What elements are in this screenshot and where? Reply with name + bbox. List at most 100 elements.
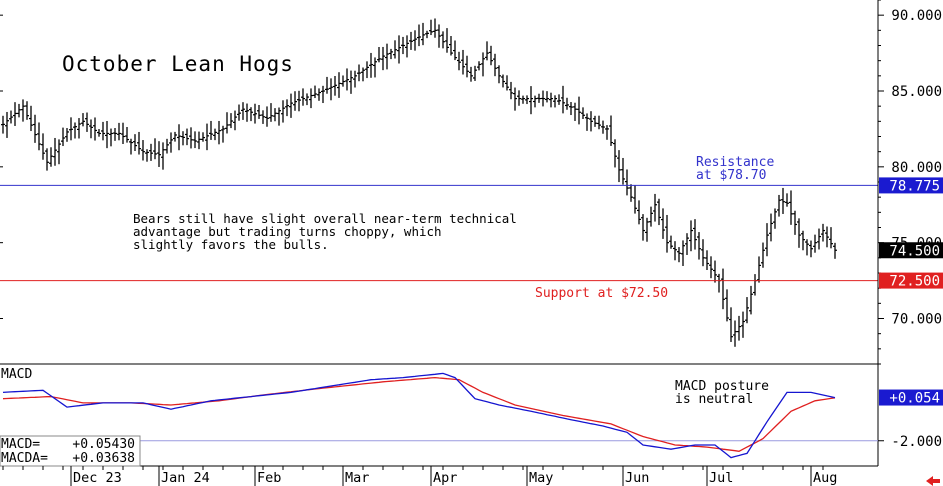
price-bar <box>13 102 17 126</box>
price-bar <box>405 35 409 58</box>
price-bar <box>365 61 369 79</box>
price-bar <box>441 31 445 49</box>
price-bar <box>173 131 177 142</box>
price-bar <box>397 35 401 64</box>
price-bar <box>301 88 305 106</box>
price-bar <box>101 121 105 141</box>
price-bar <box>337 72 341 98</box>
price-bar <box>625 169 629 196</box>
x-tick-label: Jun <box>625 470 649 486</box>
price-bar <box>9 110 13 124</box>
price-bar <box>817 228 821 250</box>
x-tick-label: Apr <box>433 470 457 486</box>
price-bar <box>713 260 717 283</box>
price-bar <box>205 123 209 151</box>
price-bar <box>661 208 665 239</box>
price-bar <box>105 120 109 149</box>
price-bar <box>73 122 77 139</box>
price-bar <box>557 94 561 105</box>
price-bar <box>149 143 153 161</box>
price-bar <box>541 90 545 107</box>
price-bar <box>369 52 373 78</box>
price-bar <box>609 115 613 146</box>
price-bar <box>93 117 97 141</box>
price-bar <box>533 95 537 108</box>
price-bar <box>229 113 233 129</box>
price-bar <box>185 128 189 146</box>
price-bar <box>729 307 733 342</box>
price-bar <box>809 240 813 258</box>
price-bar <box>313 85 317 99</box>
price-bar <box>421 22 425 46</box>
price-bar <box>593 115 597 127</box>
x-tick-label: Jul <box>709 470 733 486</box>
price-bar <box>577 96 581 125</box>
price-bar <box>801 230 805 251</box>
price-bar <box>633 185 637 214</box>
x-tick-label: Feb <box>257 470 281 486</box>
price-bar <box>209 120 213 140</box>
price-bar <box>213 128 217 141</box>
price-bar <box>321 85 325 104</box>
macd-note-line-1: MACD posture <box>675 379 769 394</box>
price-bar <box>553 95 557 108</box>
price-bar <box>705 250 709 271</box>
price-bar <box>605 125 609 140</box>
price-bar <box>61 127 65 147</box>
price-bar <box>781 187 785 214</box>
price-bar <box>413 30 417 51</box>
price-bar <box>617 150 621 183</box>
price-bar <box>473 65 477 81</box>
price-bar <box>189 127 193 149</box>
macd-series-line <box>2 372 836 459</box>
price-bar <box>737 315 741 341</box>
macda-readout-value: +0.03638 <box>72 451 135 466</box>
price-bar <box>597 115 601 130</box>
price-bar <box>197 131 201 150</box>
price-gridlines <box>0 184 878 282</box>
scroll-left-arrow-icon[interactable] <box>926 476 940 486</box>
price-bar <box>437 24 441 48</box>
price-bar <box>805 239 809 256</box>
price-bar <box>701 239 705 267</box>
price-bar <box>181 131 185 146</box>
price-bar <box>133 134 137 151</box>
resistance-tag: 78.775 <box>879 177 943 194</box>
price-bar <box>709 256 713 279</box>
price-bar <box>653 193 657 222</box>
macd-readout-value: +0.05430 <box>72 437 135 452</box>
price-bar <box>77 118 81 139</box>
price-bar <box>725 289 729 322</box>
price-bar <box>433 18 437 38</box>
price-bar <box>373 57 377 78</box>
price-bar <box>613 139 617 168</box>
macd-panel: MACD MACD posture is neutral MACD= +0.05… <box>0 367 878 467</box>
price-bar <box>773 208 777 229</box>
price-bar <box>537 93 541 103</box>
price-bar <box>325 76 329 94</box>
resistance-note-line-2: at $78.70 <box>696 168 766 183</box>
price-bar <box>41 133 45 160</box>
price-bar <box>429 19 433 36</box>
price-bar <box>777 194 781 217</box>
price-bar <box>417 24 421 47</box>
price-bar <box>465 55 469 78</box>
price-bar <box>717 273 721 293</box>
price-bar <box>821 223 825 242</box>
price-bar <box>425 30 429 39</box>
price-bar <box>785 193 789 207</box>
price-bar <box>565 97 569 110</box>
price-bar <box>289 93 293 118</box>
price-bar <box>409 31 413 50</box>
price-bar <box>637 200 641 225</box>
price-bar <box>829 227 833 249</box>
price-bar <box>589 111 593 132</box>
price-bar <box>381 46 385 71</box>
price-bar <box>485 41 489 61</box>
price-bar <box>349 70 353 94</box>
price-bar <box>825 226 829 248</box>
price-bar <box>461 49 465 75</box>
price-bar <box>341 75 345 87</box>
price-bar <box>741 311 745 338</box>
